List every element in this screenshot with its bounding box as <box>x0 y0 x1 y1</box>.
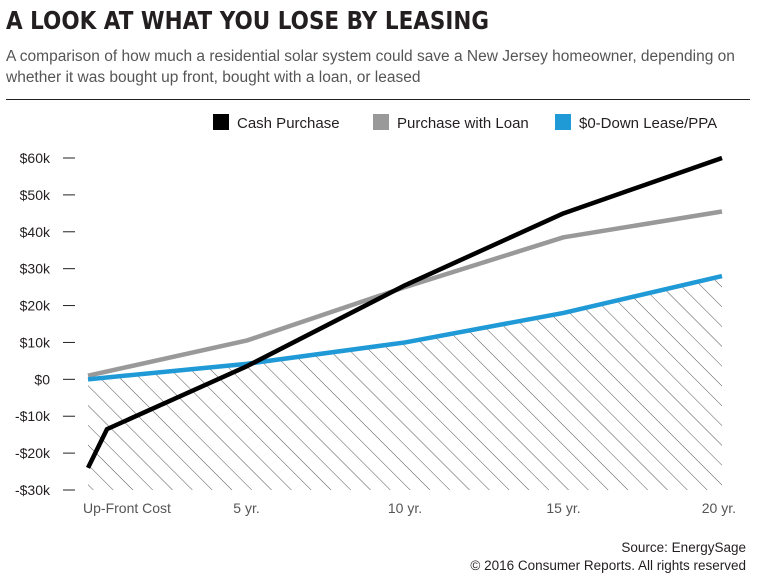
y-tick-label: $40k <box>20 224 51 240</box>
series-layer <box>85 155 723 469</box>
legend-swatch <box>213 114 229 130</box>
chart-footer: Source: EnergySage © 2016 Consumer Repor… <box>470 539 746 575</box>
shaded-area-layer <box>88 276 722 490</box>
y-tick-label: $20k <box>20 298 51 314</box>
legend-label: Purchase with Loan <box>397 115 529 132</box>
header-divider <box>6 99 750 100</box>
chart-subtitle: A comparison of how much a residential s… <box>6 48 735 86</box>
legend-label: $0-Down Lease/PPA <box>579 115 717 132</box>
y-tick-label: $60k <box>20 150 51 166</box>
x-tick-label: 20 yr. <box>702 500 736 516</box>
x-tick-label: 15 yr. <box>546 500 580 516</box>
y-axis: -$30k -$20k -$10k $0 $10k $20k $30k $40k $50k $60… <box>15 150 75 498</box>
legend-swatch <box>373 114 389 130</box>
legend-swatch <box>555 114 571 130</box>
x-axis: Up-Front Cost 5 yr. 10 yr. 15 yr. 20 yr. <box>83 500 736 516</box>
y-tick-label: $30k <box>20 261 51 277</box>
y-tick-label: -$30k <box>15 482 51 498</box>
copyright-note: © 2016 Consumer Reports. All rights rese… <box>470 558 746 573</box>
legend-label: Cash Purchase <box>237 115 340 132</box>
y-tick-label: $0 <box>34 371 50 387</box>
chart-title: A LOOK AT WHAT YOU LOSE BY LEASING <box>6 6 490 35</box>
lease-shaded-area <box>88 276 722 490</box>
y-tick-label: -$10k <box>15 408 51 424</box>
x-tick-label: 10 yr. <box>388 500 422 516</box>
legend-item: $0-Down Lease/PPA <box>555 114 717 132</box>
source-note: Source: EnergySage <box>621 540 746 555</box>
series-line-cash-purchase <box>85 155 723 469</box>
y-tick-label: $10k <box>20 334 51 350</box>
x-tick-label: Up-Front Cost <box>83 500 171 516</box>
series-line-0-down-lease-ppa <box>87 273 723 382</box>
legend-item: Cash Purchase <box>213 114 340 132</box>
y-tick-label: $50k <box>20 187 51 203</box>
chart-legend: Cash Purchase Purchase with Loan $0-Down L… <box>213 114 717 132</box>
x-tick-label: 5 yr. <box>233 500 259 516</box>
y-tick-label: -$20k <box>15 445 51 461</box>
legend-item: Purchase with Loan <box>373 114 529 132</box>
line-chart: Cash Purchase Purchase with Loan $0-Down L… <box>15 114 736 516</box>
